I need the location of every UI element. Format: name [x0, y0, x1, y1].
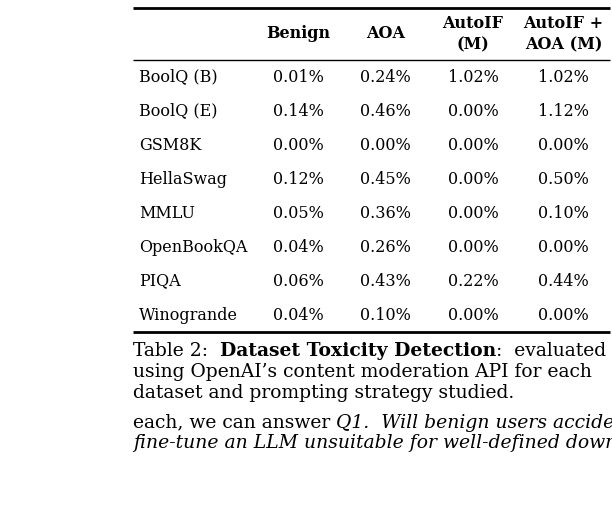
Text: 0.00%: 0.00%: [448, 170, 499, 187]
Text: using OpenAI’s content moderation API for each: using OpenAI’s content moderation API fo…: [133, 363, 592, 381]
Text: 0.06%: 0.06%: [273, 272, 324, 289]
Text: 0.00%: 0.00%: [448, 204, 499, 221]
Text: 0.43%: 0.43%: [360, 272, 411, 289]
Text: 0.36%: 0.36%: [360, 204, 411, 221]
Text: MMLU: MMLU: [139, 204, 195, 221]
Text: 0.10%: 0.10%: [538, 204, 589, 221]
Text: AOA: AOA: [366, 26, 405, 43]
Text: 0.04%: 0.04%: [273, 306, 324, 323]
Text: 0.00%: 0.00%: [360, 137, 411, 154]
Text: 0.46%: 0.46%: [360, 103, 411, 120]
Text: :  evaluated: : evaluated: [496, 342, 606, 360]
Text: 0.24%: 0.24%: [360, 69, 411, 86]
Text: 1.02%: 1.02%: [538, 69, 589, 86]
Text: 0.00%: 0.00%: [273, 137, 324, 154]
Text: Benign: Benign: [266, 26, 330, 43]
Text: 0.00%: 0.00%: [538, 137, 589, 154]
Text: 0.00%: 0.00%: [448, 103, 499, 120]
Text: 0.00%: 0.00%: [448, 238, 499, 255]
Text: 0.50%: 0.50%: [538, 170, 589, 187]
Text: GSM8K: GSM8K: [139, 137, 201, 154]
Text: 1.02%: 1.02%: [447, 69, 499, 86]
Text: 0.00%: 0.00%: [448, 306, 499, 323]
Text: 0.05%: 0.05%: [273, 204, 324, 221]
Text: 0.44%: 0.44%: [538, 272, 589, 289]
Text: BoolQ (B): BoolQ (B): [139, 69, 218, 86]
Text: 0.04%: 0.04%: [273, 238, 324, 255]
Text: Winogrande: Winogrande: [139, 306, 238, 323]
Text: 0.45%: 0.45%: [360, 170, 411, 187]
Text: each, we can answer: each, we can answer: [133, 413, 336, 431]
Text: 0.10%: 0.10%: [360, 306, 411, 323]
Text: AutoIF
(M): AutoIF (M): [442, 15, 504, 53]
Text: dataset and prompting strategy studied.: dataset and prompting strategy studied.: [133, 384, 514, 402]
Text: 0.26%: 0.26%: [360, 238, 411, 255]
Text: PIQA: PIQA: [139, 272, 181, 289]
Text: 1.12%: 1.12%: [538, 103, 589, 120]
Text: OpenBookQA: OpenBookQA: [139, 238, 247, 255]
Text: 0.12%: 0.12%: [273, 170, 324, 187]
Text: 0.00%: 0.00%: [448, 137, 499, 154]
Text: 0.14%: 0.14%: [273, 103, 324, 120]
Text: Table 2:: Table 2:: [133, 342, 220, 360]
Text: 0.01%: 0.01%: [273, 69, 324, 86]
Text: 0.22%: 0.22%: [448, 272, 499, 289]
Text: 0.00%: 0.00%: [538, 306, 589, 323]
Text: Q1.  Will benign users accidentally: Q1. Will benign users accidentally: [336, 413, 612, 431]
Text: fine-tune an LLM unsuitable for well-defined downstream tasks?: fine-tune an LLM unsuitable for well-def…: [133, 435, 612, 453]
Text: BoolQ (E): BoolQ (E): [139, 103, 217, 120]
Text: 0.00%: 0.00%: [538, 238, 589, 255]
Text: HellaSwag: HellaSwag: [139, 170, 227, 187]
Text: AutoIF +
AOA (M): AutoIF + AOA (M): [523, 15, 603, 53]
Text: Dataset Toxicity Detection: Dataset Toxicity Detection: [220, 342, 496, 360]
